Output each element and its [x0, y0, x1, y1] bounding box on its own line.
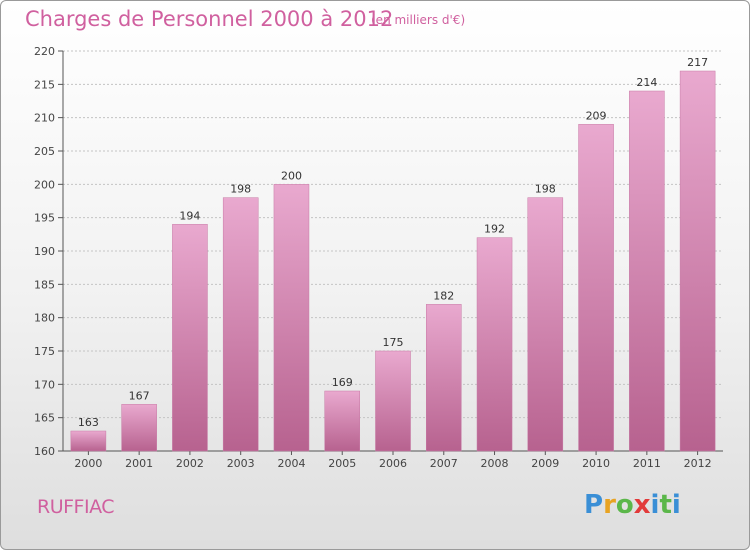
- y-tick-label: 175: [34, 345, 55, 358]
- x-tick-label: 2003: [227, 457, 255, 470]
- y-tick-label: 185: [34, 278, 55, 291]
- y-tick-label: 205: [34, 145, 55, 158]
- bar-value-label: 209: [586, 109, 607, 122]
- chart-unit: (en milliers d'€): [371, 13, 466, 27]
- bar: [324, 390, 360, 452]
- logo-letter: i: [671, 490, 681, 520]
- y-tick-label: 160: [34, 445, 55, 458]
- bar-value-label: 194: [179, 209, 200, 222]
- bar-value-label: 175: [383, 336, 404, 349]
- x-tick-label: 2008: [481, 457, 509, 470]
- x-tick-label: 2007: [430, 457, 458, 470]
- x-tick-label: 2006: [379, 457, 407, 470]
- proxiti-logo: Proxiti: [584, 490, 681, 520]
- commune-name: RUFFIAC: [37, 496, 115, 518]
- y-tick-label: 220: [34, 45, 55, 58]
- bar-value-label: 198: [535, 183, 556, 196]
- bar-value-label: 192: [484, 223, 505, 236]
- bar: [578, 124, 614, 452]
- x-tick-label: 2005: [328, 457, 356, 470]
- bar: [222, 197, 259, 452]
- bar-value-label: 200: [281, 169, 302, 182]
- logo-letter: t: [659, 490, 672, 520]
- logo-letter: i: [650, 490, 660, 520]
- y-tick-label: 165: [34, 412, 55, 425]
- logo-letter: o: [615, 490, 634, 520]
- bar: [629, 90, 665, 452]
- y-tick-label: 195: [34, 212, 55, 225]
- bar: [70, 430, 107, 452]
- bar-value-label: 217: [687, 56, 708, 69]
- bar: [679, 70, 716, 452]
- logo-letter: r: [603, 490, 616, 520]
- bar: [172, 224, 208, 452]
- x-tick-label: 2000: [74, 457, 102, 470]
- bar-value-label: 163: [78, 416, 99, 429]
- bar-value-label: 214: [636, 76, 657, 89]
- x-tick-label: 2012: [684, 457, 712, 470]
- bar-value-label: 182: [433, 289, 454, 302]
- bar-value-label: 167: [129, 389, 150, 402]
- y-tick-label: 180: [34, 312, 55, 325]
- x-tick-label: 2004: [277, 457, 305, 470]
- bar-value-label: 169: [332, 376, 353, 389]
- bar-value-label: 198: [230, 183, 251, 196]
- logo-letter: P: [584, 490, 604, 520]
- bar: [476, 237, 513, 452]
- bars: [70, 70, 716, 452]
- labels: 160 165 170 175 180 185 190 195 200 205 210 215 220 1…: [34, 45, 712, 470]
- bar: [527, 197, 564, 452]
- x-tick-label: 2009: [531, 457, 559, 470]
- x-tick-label: 2002: [176, 457, 204, 470]
- logo-letter: x: [633, 490, 651, 520]
- x-tick-label: 2010: [582, 457, 610, 470]
- y-tick-label: 200: [34, 178, 55, 191]
- y-tick-label: 170: [34, 378, 55, 391]
- bar: [121, 404, 157, 452]
- y-tick-label: 215: [34, 78, 55, 91]
- x-tick-label: 2011: [633, 457, 661, 470]
- chart-title: Charges de Personnel 2000 à 2012: [25, 7, 394, 31]
- bar: [273, 184, 310, 452]
- x-tick-label: 2001: [125, 457, 153, 470]
- bar: [375, 350, 411, 452]
- y-tick-label: 190: [34, 245, 55, 258]
- bar: [426, 304, 462, 452]
- y-tick-label: 210: [34, 112, 55, 125]
